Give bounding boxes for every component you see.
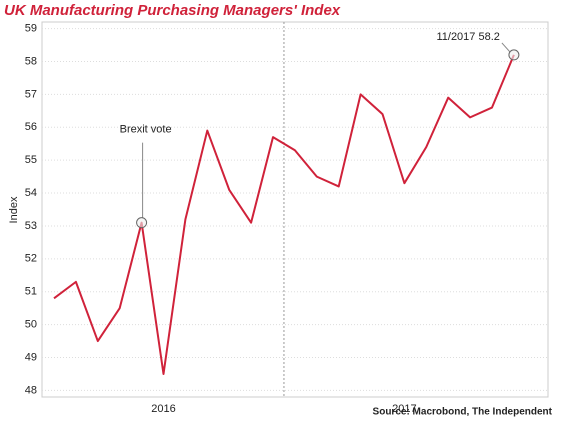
plot-frame [41, 21, 549, 398]
y-tick-label: 54 [25, 187, 37, 199]
y-tick-label: 49 [25, 351, 37, 363]
annotation: 11/2017 58.2 [436, 31, 499, 43]
series-line [53, 54, 515, 375]
y-axis-label: Index [8, 196, 20, 223]
y-tick-label: 48 [25, 384, 37, 396]
annotation: Brexit vote [120, 124, 172, 136]
y-tick-label: 52 [25, 253, 37, 265]
annotation-marker [136, 217, 148, 229]
y-tick-label: 57 [25, 88, 37, 100]
source: Source: Macrobond, The Independent [373, 407, 553, 418]
y-tick-label: 50 [25, 319, 37, 331]
x-tick-label: 2017 [392, 403, 416, 415]
y-tick-label: 55 [25, 154, 37, 166]
y-tick-label: 59 [25, 22, 37, 34]
y-tick-label: 51 [25, 286, 37, 298]
chart-title: UK Manufacturing Purchasing Managers' In… [4, 2, 341, 19]
y-tick-label: 56 [25, 121, 37, 133]
y-tick-label: 53 [25, 220, 37, 232]
x-tick-label: 2016 [151, 403, 175, 415]
annotation-leader [501, 42, 511, 53]
y-tick-label: 58 [25, 55, 37, 67]
annotation-marker [508, 49, 520, 61]
